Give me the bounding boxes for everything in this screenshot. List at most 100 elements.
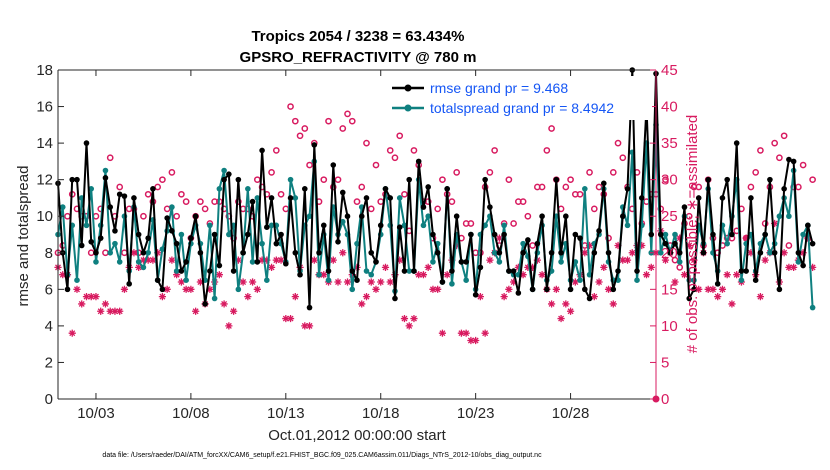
totalspread-point: [102, 167, 109, 174]
rmse-point: [619, 213, 626, 220]
rmse-point: [169, 228, 175, 234]
obs-assimilated-point: [476, 293, 484, 301]
rmse-point: [719, 195, 726, 201]
totalspread-point: [116, 259, 123, 265]
totalspread-point: [676, 259, 683, 265]
totalspread-point: [420, 222, 427, 229]
rmse-point: [681, 204, 688, 210]
obs-assimilated-point: [566, 307, 575, 315]
totalspread-point: [221, 167, 227, 174]
rmse-point: [154, 277, 161, 283]
obs-assimilated-point: [329, 256, 337, 264]
rmse-point: [368, 249, 375, 256]
obs-possible-point: [595, 183, 603, 191]
totalspread-point: [449, 281, 455, 287]
rmse-point: [809, 240, 816, 247]
totalspread-point: [325, 277, 332, 283]
rmse-point: [582, 286, 588, 293]
obs-assimilated-point: [600, 263, 608, 271]
rmse-point: [487, 204, 493, 210]
x-axis-label: Oct.01,2012 00:00:00 start: [268, 427, 446, 444]
obs-assimilated-point: [628, 249, 636, 257]
rmse-point: [264, 224, 270, 230]
totalspread-point: [430, 259, 436, 265]
obs-possible-point: [771, 139, 779, 147]
totalspread-point: [183, 277, 189, 283]
obs-assimilated-point: [377, 278, 385, 286]
obs-assimilated-point: [453, 241, 461, 250]
rmse-point: [382, 186, 389, 192]
y-tick-label: 2: [45, 354, 53, 371]
rmse-point: [710, 231, 716, 238]
rmse-point: [501, 231, 507, 238]
obs-possible-point: [757, 147, 764, 154]
rmse-point: [686, 295, 693, 302]
rmse-point: [700, 249, 707, 256]
rmse-point: [729, 231, 735, 238]
obs-assimilated-point: [182, 285, 190, 293]
rmse-point: [695, 195, 702, 201]
obs-assimilated-point: [73, 285, 81, 293]
y-tick-label: 0: [45, 391, 53, 408]
totalspread-point: [93, 259, 99, 265]
rmse-point: [468, 231, 474, 238]
rmse-point: [615, 268, 621, 274]
rmse-point: [135, 231, 142, 238]
obs-assimilated-point: [495, 234, 503, 242]
obs-assimilated-point: [158, 293, 167, 301]
obs-possible-point: [676, 264, 684, 271]
rmse-point: [724, 176, 730, 183]
obs-possible-point: [543, 147, 551, 154]
obs-zero-circle: [652, 395, 660, 403]
obs-possible-point: [173, 212, 181, 220]
rmse-point: [116, 191, 123, 198]
obs-possible-point: [140, 212, 147, 220]
rmse-point: [354, 277, 360, 283]
plot-area: [58, 70, 656, 399]
obs-assimilated-point: [111, 307, 119, 315]
obs-assimilated-point: [106, 307, 114, 315]
rmse-point: [510, 268, 517, 274]
totalspread-point: [396, 195, 403, 201]
obs-assimilated-point: [310, 256, 318, 264]
rmse-point: [790, 158, 797, 165]
totalspread-point: [245, 186, 251, 192]
obs-assimilated-point: [709, 285, 717, 293]
obs-assimilated-point: [267, 263, 276, 271]
rmse-point: [415, 158, 422, 165]
obs-possible-point: [548, 125, 555, 132]
obs-assimilated-point: [301, 322, 309, 330]
totalspread-point: [135, 259, 142, 265]
totalspread-point: [145, 249, 151, 256]
rmse-point: [738, 268, 745, 274]
obs-assimilated-point: [258, 256, 266, 264]
rmse-point: [207, 268, 213, 274]
rmse-point: [577, 235, 583, 241]
obs-assimilated-point: [116, 307, 124, 315]
rmse-point: [396, 224, 403, 230]
rmse-point: [335, 239, 341, 245]
obs-possible-point: [809, 176, 816, 184]
obs-possible-point: [272, 147, 280, 154]
y-tick-label: 12: [36, 172, 53, 189]
legend-totalspread-marker: [404, 104, 412, 112]
obs-possible-point: [662, 176, 669, 184]
obs-possible-point: [619, 154, 627, 162]
rmse-point: [102, 175, 109, 181]
obs-assimilated-point: [263, 256, 271, 264]
totalspread-point: [491, 249, 498, 256]
obs-assimilated-point: [510, 278, 518, 286]
obs-possible-point: [776, 154, 783, 162]
obs-assimilated-point: [585, 241, 594, 250]
rmse-point: [515, 290, 522, 296]
legend-box: [386, 76, 652, 120]
rmse-point: [430, 231, 436, 238]
obs-possible-point: [401, 190, 408, 198]
totalspread-point: [624, 222, 631, 229]
obs-assimilated-point: [410, 314, 418, 323]
rmse-point: [496, 249, 503, 256]
rmse-point: [216, 262, 223, 269]
obs-assimilated-point: [234, 256, 242, 264]
totalspread-point: [178, 231, 185, 238]
